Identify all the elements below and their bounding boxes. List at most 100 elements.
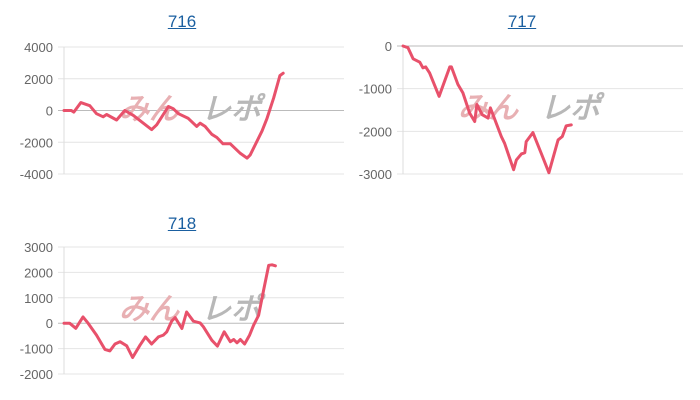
data-point [62, 109, 66, 112]
data-point [198, 122, 202, 125]
chart-title-717[interactable]: 717 [507, 12, 537, 31]
data-point [113, 342, 117, 346]
svg-text:みん: みん [117, 292, 186, 326]
data-point [424, 65, 427, 69]
data-point [406, 46, 410, 49]
data-point [260, 129, 264, 133]
data-point [468, 111, 471, 115]
y-tick-label: 0 [385, 39, 392, 54]
data-point [86, 322, 90, 325]
data-point [131, 356, 134, 359]
data-point [486, 116, 490, 120]
data-point [265, 117, 269, 120]
data-point [95, 333, 98, 337]
data-point [150, 128, 153, 131]
data-point [473, 120, 476, 123]
data-point [456, 83, 460, 86]
data-point [274, 264, 277, 267]
data-point [203, 125, 207, 128]
data-point [167, 105, 170, 108]
data-point [232, 338, 235, 341]
data-point [70, 109, 73, 112]
data-point [150, 342, 153, 346]
y-tick-label: -1000 [20, 342, 53, 357]
data-point [523, 151, 526, 154]
data-point [503, 142, 506, 145]
data-point [229, 340, 232, 343]
data-point [79, 101, 83, 104]
data-point [68, 322, 71, 325]
data-point [239, 152, 242, 155]
y-tick-label: 2000 [24, 265, 53, 280]
data-point [540, 152, 543, 155]
data-point [103, 348, 107, 351]
data-point [547, 171, 551, 174]
data-point [170, 319, 173, 323]
data-point [448, 65, 451, 69]
data-point [62, 322, 66, 325]
data-point [239, 338, 242, 341]
data-point [157, 335, 160, 339]
data-point [131, 114, 135, 117]
data-point [177, 112, 180, 115]
data-point [450, 65, 453, 69]
y-tick-label: -4000 [20, 167, 53, 182]
data-point [570, 123, 573, 127]
y-tick-label: 3000 [24, 240, 53, 255]
data-point [520, 152, 523, 156]
data-point [257, 314, 260, 317]
data-point [192, 319, 195, 323]
y-tick-label: -3000 [359, 167, 392, 182]
data-point [262, 288, 265, 292]
data-point [401, 44, 405, 48]
data-point [245, 156, 249, 160]
y-tick-label: 2000 [24, 72, 53, 87]
series-line [62, 263, 277, 359]
data-point [88, 104, 91, 107]
data-point [187, 117, 190, 120]
data-point [216, 344, 219, 348]
data-point [556, 138, 560, 142]
data-point [125, 344, 128, 348]
data-point [565, 124, 568, 127]
data-point [437, 95, 441, 98]
data-point [95, 112, 98, 115]
data-point [118, 340, 122, 343]
data-point [248, 333, 251, 337]
y-tick-label: -1000 [359, 82, 392, 97]
y-tick-label: 0 [46, 104, 53, 119]
data-point [252, 324, 255, 327]
y-tick-label: -2000 [20, 135, 53, 150]
data-point [180, 327, 184, 330]
data-point [282, 71, 285, 75]
chart-718: 3000 2000 1000 0 -1000 -2000 みん レポ [20, 240, 344, 382]
svg-text:レポ: レポ [538, 91, 607, 125]
y-tick-label: 4000 [24, 40, 53, 55]
data-point [155, 123, 158, 126]
chart-title-716[interactable]: 716 [167, 12, 197, 31]
data-point [515, 158, 518, 162]
data-point [195, 125, 198, 128]
data-point [198, 321, 202, 325]
chart-title-718[interactable]: 718 [167, 214, 197, 233]
data-point [525, 140, 528, 143]
data-point [173, 316, 177, 319]
data-point [105, 113, 108, 116]
data-point [115, 118, 118, 122]
data-point [74, 327, 77, 330]
data-point [144, 335, 147, 339]
data-point [165, 330, 168, 334]
data-point [202, 325, 205, 328]
y-tick-label: 0 [46, 316, 53, 331]
data-point [172, 107, 175, 111]
data-point [229, 142, 232, 146]
y-tick-label: 1000 [24, 291, 53, 306]
data-point [123, 109, 126, 112]
y-tick-label: -2000 [20, 367, 53, 382]
data-point [210, 339, 214, 342]
data-point [512, 168, 515, 171]
data-point [500, 135, 503, 138]
data-point [267, 264, 270, 267]
